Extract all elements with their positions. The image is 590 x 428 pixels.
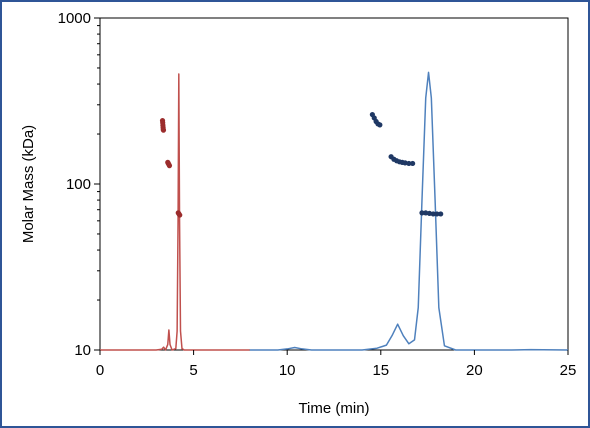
x-tick-label: 10 bbox=[279, 362, 296, 379]
x-tick-label: 15 bbox=[372, 362, 389, 379]
plot-layer bbox=[100, 71, 569, 351]
series-3-molar-mass-point bbox=[377, 122, 383, 128]
y-axis-title: Molar Mass (kDa) bbox=[20, 125, 37, 243]
series-0-trace-line bbox=[100, 73, 250, 351]
series-2-molar-mass-point bbox=[177, 212, 183, 218]
series-1-trace-line bbox=[249, 71, 569, 351]
x-tick-label: 0 bbox=[96, 362, 104, 379]
x-tick-label: 20 bbox=[466, 362, 483, 379]
series-3-molar-mass-point bbox=[419, 210, 425, 216]
series-2-molar-mass-point bbox=[160, 127, 167, 133]
y-tick-label: 100 bbox=[66, 176, 91, 193]
series-3-molar-mass-point bbox=[406, 160, 412, 167]
series-3-molar-mass-point bbox=[410, 160, 416, 167]
series-2-molar-mass-point bbox=[166, 163, 173, 169]
x-axis-title: Time (min) bbox=[298, 400, 369, 417]
series-3-molar-mass-point bbox=[438, 211, 444, 217]
series-3-molar-mass-point bbox=[430, 211, 436, 217]
x-axis-ticks: 0 5 10 15 20 25 bbox=[96, 350, 577, 379]
y-tick-label: 1000 bbox=[58, 10, 91, 27]
y-axis-ticks: 10 100 1000 bbox=[58, 10, 100, 359]
y-tick-label: 10 bbox=[74, 342, 91, 359]
x-tick-label: 25 bbox=[560, 362, 577, 379]
x-tick-label: 5 bbox=[189, 362, 197, 379]
series-3-molar-mass-point bbox=[434, 211, 440, 217]
